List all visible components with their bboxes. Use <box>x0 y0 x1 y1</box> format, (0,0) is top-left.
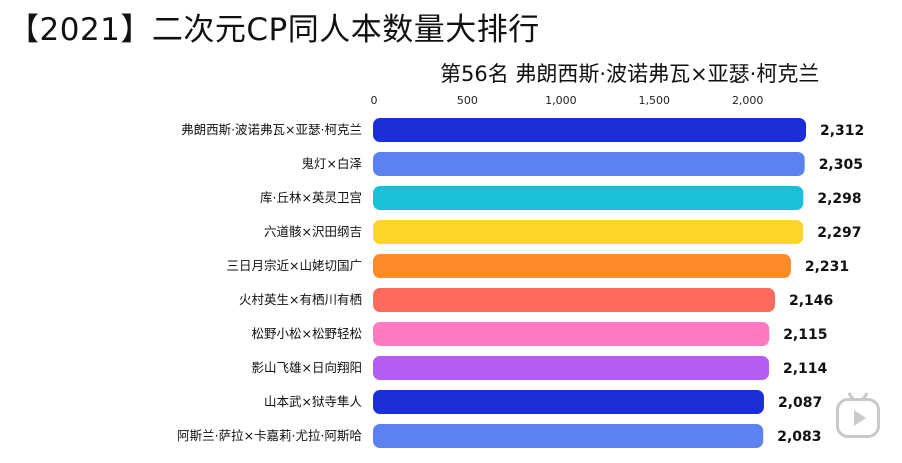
x-tick-label: 1,000 <box>545 94 577 107</box>
category-label: 三日月宗近×山姥切国广 <box>227 258 362 273</box>
category-label: 弗朗西斯·波诺弗瓦×亚瑟·柯克兰 <box>181 122 362 137</box>
data-label: 2,312 <box>820 123 864 139</box>
data-label: 2,114 <box>783 361 828 377</box>
data-label: 2,083 <box>777 429 821 445</box>
bar <box>373 152 805 176</box>
bar <box>373 390 764 414</box>
category-label: 阿斯兰·萨拉×卡嘉莉·尤拉·阿斯哈 <box>177 428 362 443</box>
x-tick-label: 2,000 <box>732 94 764 107</box>
data-label: 2,115 <box>783 327 827 343</box>
data-label: 2,298 <box>817 191 861 207</box>
bar <box>373 186 804 210</box>
category-label: 库·丘林×英灵卫宫 <box>260 190 362 205</box>
category-label: 影山飞雄×日向翔阳 <box>252 360 362 375</box>
bar <box>373 322 770 346</box>
play-icon <box>836 398 880 438</box>
x-tick-label: 1,500 <box>639 94 671 107</box>
bar <box>373 288 775 312</box>
data-label: 2,297 <box>817 225 861 241</box>
category-label: 火村英生×有栖川有栖 <box>239 292 362 307</box>
category-label: 松野小松×松野轻松 <box>252 326 362 341</box>
category-label: 鬼灯×白泽 <box>302 156 362 171</box>
bar <box>373 254 791 278</box>
bar <box>373 424 764 448</box>
x-tick-label: 0 <box>371 94 378 107</box>
data-label: 2,231 <box>805 259 849 275</box>
play-triangle-icon <box>854 410 866 426</box>
chart-subtitle: 第56名 弗朗西斯·波诺弗瓦×亚瑟·柯克兰 <box>440 62 820 86</box>
category-label: 六道骸×沢田纲吉 <box>264 224 362 239</box>
page-title: 【2021】二次元CP同人本数量大排行 <box>8 12 540 48</box>
bar <box>373 356 770 380</box>
data-label: 2,146 <box>789 293 833 309</box>
category-label: 山本武×狱寺隼人 <box>264 394 362 409</box>
data-label: 2,305 <box>819 157 863 173</box>
data-label: 2,087 <box>778 395 822 411</box>
x-tick-label: 500 <box>457 94 478 107</box>
bar <box>373 220 804 244</box>
bar <box>373 118 806 142</box>
